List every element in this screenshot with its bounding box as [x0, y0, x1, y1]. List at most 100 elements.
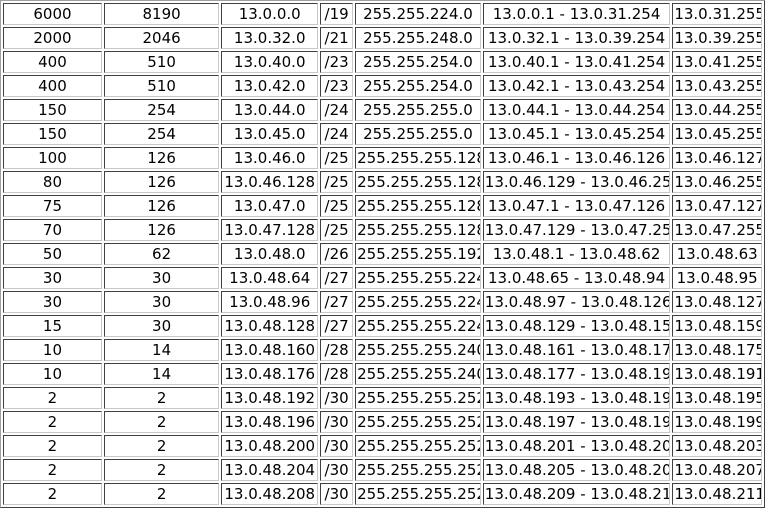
hosts-needed-cell: 15: [3, 315, 102, 337]
network-address-cell: 13.0.44.0: [221, 99, 319, 121]
prefix-length-cell: /30: [320, 483, 354, 505]
subnet-mask-cell: 255.255.255.0: [355, 99, 481, 121]
table-row: 150 254 13.0.44.0/24 255.255.255.0 13.0.44.1…: [3, 99, 762, 121]
subnet-mask-cell: 255.255.255.252: [355, 483, 481, 505]
network-address-cell: 13.0.48.64: [221, 267, 319, 289]
table-row: 100 126 13.0.46.0/25 255.255.255.128 13.0.46…: [3, 147, 762, 169]
usable-range-cell: 13.0.48.209 - 13.0.48.210: [482, 483, 671, 505]
hosts-needed-cell: 80: [3, 171, 102, 193]
hosts-available-cell: 126: [103, 219, 220, 241]
table-row: 70 126 13.0.47.128/25 255.255.255.128 13.0.4…: [3, 219, 762, 241]
broadcast-address-cell: 13.0.48.191: [672, 363, 762, 385]
prefix-length-cell: /23: [320, 51, 354, 73]
usable-range-cell: 13.0.42.1 - 13.0.43.254: [482, 75, 671, 97]
prefix-length-cell: /21: [320, 27, 354, 49]
subnet-mask-cell: 255.255.254.0: [355, 75, 481, 97]
hosts-available-cell: 2: [103, 411, 220, 433]
usable-range-cell: 13.0.48.129 - 13.0.48.158: [482, 315, 671, 337]
hosts-needed-cell: 100: [3, 147, 102, 169]
table-row: 2 2 13.0.48.192/30 255.255.255.252 13.0.48.1…: [3, 387, 762, 409]
usable-range-cell: 13.0.47.1 - 13.0.47.126: [482, 195, 671, 217]
hosts-available-cell: 2: [103, 435, 220, 457]
table-row: 30 30 13.0.48.96/27 255.255.255.224 13.0.48.…: [3, 291, 762, 313]
prefix-length-cell: /30: [320, 387, 354, 409]
network-address-cell: 13.0.47.128: [221, 219, 319, 241]
usable-range-cell: 13.0.46.1 - 13.0.46.126: [482, 147, 671, 169]
broadcast-address-cell: 13.0.46.255: [672, 171, 762, 193]
usable-range-cell: 13.0.48.177 - 13.0.48.190: [482, 363, 671, 385]
usable-range-cell: 13.0.48.161 - 13.0.48.174: [482, 339, 671, 361]
usable-range-cell: 13.0.48.1 - 13.0.48.62: [482, 243, 671, 265]
hosts-needed-cell: 10: [3, 363, 102, 385]
network-address-cell: 13.0.48.192: [221, 387, 319, 409]
broadcast-address-cell: 13.0.48.175: [672, 339, 762, 361]
prefix-length-cell: /26: [320, 243, 354, 265]
broadcast-address-cell: 13.0.48.207: [672, 459, 762, 481]
prefix-length-cell: /27: [320, 291, 354, 313]
broadcast-address-cell: 13.0.47.255: [672, 219, 762, 241]
subnet-mask-cell: 255.255.255.252: [355, 435, 481, 457]
broadcast-address-cell: 13.0.45.255: [672, 123, 762, 145]
usable-range-cell: 13.0.45.1 - 13.0.45.254: [482, 123, 671, 145]
usable-range-cell: 13.0.0.1 - 13.0.31.254: [482, 3, 671, 25]
network-address-cell: 13.0.48.128: [221, 315, 319, 337]
prefix-length-cell: /25: [320, 219, 354, 241]
prefix-length-cell: /24: [320, 123, 354, 145]
broadcast-address-cell: 13.0.31.255: [672, 3, 762, 25]
hosts-needed-cell: 2: [3, 483, 102, 505]
network-address-cell: 13.0.0.0: [221, 3, 319, 25]
hosts-available-cell: 126: [103, 147, 220, 169]
prefix-length-cell: /25: [320, 195, 354, 217]
hosts-available-cell: 2: [103, 387, 220, 409]
hosts-needed-cell: 2: [3, 459, 102, 481]
subnet-mask-cell: 255.255.248.0: [355, 27, 481, 49]
subnet-table-body: 6000 8190 13.0.0.0/19 255.255.224.0 13.0.0.1…: [3, 3, 762, 505]
table-row: 2000 2046 13.0.32.0/21 255.255.248.0 13.0.32…: [3, 27, 762, 49]
network-address-cell: 13.0.42.0: [221, 75, 319, 97]
table-row: 2 2 13.0.48.204/30 255.255.255.252 13.0.48.2…: [3, 459, 762, 481]
usable-range-cell: 13.0.48.205 - 13.0.48.206: [482, 459, 671, 481]
table-row: 2 2 13.0.48.200/30 255.255.255.252 13.0.48.2…: [3, 435, 762, 457]
prefix-length-cell: /25: [320, 147, 354, 169]
broadcast-address-cell: 13.0.48.199: [672, 411, 762, 433]
subnet-mask-cell: 255.255.255.240: [355, 363, 481, 385]
broadcast-address-cell: 13.0.48.211: [672, 483, 762, 505]
subnet-mask-cell: 255.255.254.0: [355, 51, 481, 73]
usable-range-cell: 13.0.40.1 - 13.0.41.254: [482, 51, 671, 73]
table-row: 150 254 13.0.45.0/24 255.255.255.0 13.0.45.1…: [3, 123, 762, 145]
broadcast-address-cell: 13.0.48.159: [672, 315, 762, 337]
broadcast-address-cell: 13.0.48.95: [672, 267, 762, 289]
subnet-mask-cell: 255.255.255.240: [355, 339, 481, 361]
hosts-available-cell: 510: [103, 75, 220, 97]
broadcast-address-cell: 13.0.39.255: [672, 27, 762, 49]
hosts-needed-cell: 2: [3, 411, 102, 433]
hosts-needed-cell: 2: [3, 435, 102, 457]
broadcast-address-cell: 13.0.41.255: [672, 51, 762, 73]
table-row: 10 14 13.0.48.176/28 255.255.255.240 13.0.48…: [3, 363, 762, 385]
broadcast-address-cell: 13.0.48.63: [672, 243, 762, 265]
table-row: 15 30 13.0.48.128/27 255.255.255.224 13.0.48…: [3, 315, 762, 337]
table-row: 400 510 13.0.40.0/23 255.255.254.0 13.0.40.1…: [3, 51, 762, 73]
network-address-cell: 13.0.48.0: [221, 243, 319, 265]
broadcast-address-cell: 13.0.43.255: [672, 75, 762, 97]
network-address-cell: 13.0.48.196: [221, 411, 319, 433]
table-row: 75 126 13.0.47.0/25 255.255.255.128 13.0.47.…: [3, 195, 762, 217]
usable-range-cell: 13.0.47.129 - 13.0.47.254: [482, 219, 671, 241]
hosts-needed-cell: 2: [3, 387, 102, 409]
subnet-mask-cell: 255.255.255.252: [355, 459, 481, 481]
hosts-available-cell: 2: [103, 459, 220, 481]
subnet-mask-cell: 255.255.255.252: [355, 387, 481, 409]
hosts-needed-cell: 2000: [3, 27, 102, 49]
hosts-available-cell: 126: [103, 195, 220, 217]
broadcast-address-cell: 13.0.46.127: [672, 147, 762, 169]
usable-range-cell: 13.0.46.129 - 13.0.46.254: [482, 171, 671, 193]
table-row: 80 126 13.0.46.128/25 255.255.255.128 13.0.4…: [3, 171, 762, 193]
hosts-available-cell: 2: [103, 483, 220, 505]
network-address-cell: 13.0.48.176: [221, 363, 319, 385]
usable-range-cell: 13.0.48.193 - 13.0.48.194: [482, 387, 671, 409]
prefix-length-cell: /30: [320, 459, 354, 481]
network-address-cell: 13.0.48.200: [221, 435, 319, 457]
subnet-mask-cell: 255.255.255.252: [355, 411, 481, 433]
table-row: 2 2 13.0.48.196/30 255.255.255.252 13.0.48.1…: [3, 411, 762, 433]
